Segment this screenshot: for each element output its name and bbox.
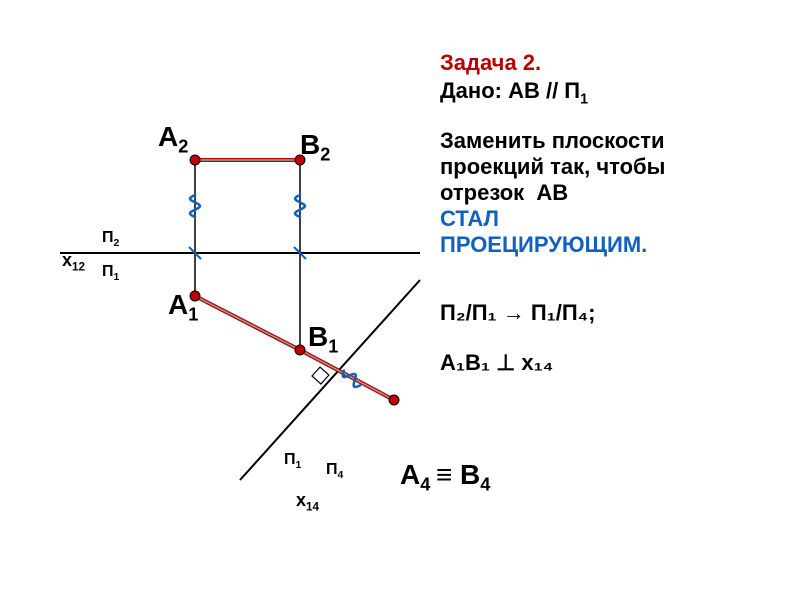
label-A1: А1 — [168, 288, 198, 326]
perp-square — [312, 367, 329, 384]
diagram-stage: Задача 2.Дано: АВ // П1Заменить плоскост… — [0, 0, 800, 600]
label-B4: В4 — [460, 458, 490, 496]
label-A4-main: А — [400, 459, 420, 490]
label-B1-sub: 1 — [328, 337, 338, 357]
label-P1d: П1 — [284, 450, 301, 473]
label-line2: проекций так, чтобы — [440, 154, 665, 180]
axis-x14 — [240, 280, 420, 480]
seg-a1b1-inner — [195, 296, 300, 350]
label-title: Задача 2. — [440, 50, 541, 76]
label-B2-sub: 2 — [320, 145, 330, 165]
label-B1: В1 — [308, 320, 338, 358]
label-P2u-main: П — [102, 229, 114, 246]
label-B1-main: В — [308, 321, 328, 352]
label-A2: А2 — [158, 120, 188, 158]
pt-b1 — [295, 345, 305, 355]
label-P4d-main: П — [326, 461, 338, 478]
label-B4-main: В — [460, 459, 480, 490]
pt-a2 — [190, 155, 200, 165]
label-A4-sub: 4 — [420, 475, 430, 495]
label-line1: Заменить плоскости — [440, 128, 665, 154]
label-given: Дано: АВ // П1 — [440, 78, 588, 109]
diagram-svg — [0, 0, 800, 600]
label-x14-main: х — [296, 490, 306, 510]
label-x12-main: х — [62, 250, 72, 270]
label-perp: А₁В₁ ⊥ х₁₄ — [440, 350, 553, 376]
label-B2: В2 — [300, 128, 330, 166]
label-A1-main: А — [168, 289, 188, 320]
label-A4: А4 — [400, 458, 430, 496]
label-x14-sub: 14 — [306, 501, 319, 514]
label-eqv: ≡ — [436, 458, 452, 492]
label-A2-main: А — [158, 121, 178, 152]
label-P1u-main: П — [102, 263, 114, 280]
label-P1d-main: П — [284, 451, 296, 468]
label-P1u: П1 — [102, 262, 119, 285]
label-P2u: П2 — [102, 228, 119, 251]
label-P1u-sub: 1 — [114, 272, 120, 283]
label-A1-sub: 1 — [188, 305, 198, 325]
label-x12: х12 — [62, 250, 85, 275]
label-A2-sub: 2 — [178, 137, 188, 157]
label-line3: отрезок АВ — [440, 180, 568, 206]
label-x14: х14 — [296, 490, 319, 515]
label-P4d: П4 — [326, 460, 343, 483]
label-given-main: Дано: АВ // П — [440, 78, 580, 103]
label-line4: СТАЛ — [440, 206, 499, 232]
label-rule: П₂/П₁ → П₁/П₄; — [440, 300, 595, 326]
pt-a4b4 — [389, 395, 399, 405]
label-line5: ПРОЕЦИРУЮЩИМ. — [440, 232, 647, 258]
label-B2-main: В — [300, 129, 320, 160]
label-x12-sub: 12 — [72, 261, 85, 274]
label-P4d-sub: 4 — [338, 470, 344, 481]
label-given-sub: 1 — [580, 91, 588, 107]
label-P2u-sub: 2 — [114, 238, 120, 249]
label-P1d-sub: 1 — [296, 460, 302, 471]
label-B4-sub: 4 — [480, 475, 490, 495]
